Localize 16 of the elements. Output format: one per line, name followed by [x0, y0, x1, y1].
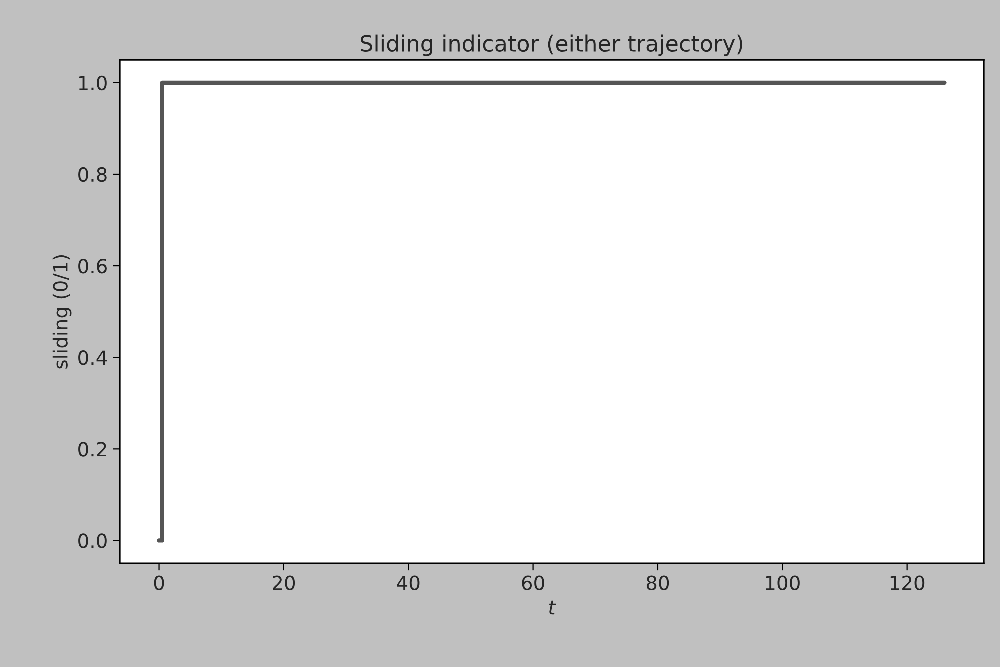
y-tick-label: 1.0 [79, 76, 107, 91]
x-tick-label: 60 [522, 576, 544, 590]
chart-title: Sliding indicator (either trajectory) [361, 34, 743, 56]
x-tick-label: 100 [766, 576, 800, 590]
x-tick-label: 40 [397, 576, 420, 590]
x-tick-label: 0 [154, 576, 164, 590]
y-tick-label: 0.8 [78, 167, 107, 182]
y-tick-label: 0.4 [78, 350, 108, 366]
x-tick-label: 120 [890, 576, 925, 590]
x-tick-label: 80 [646, 576, 670, 590]
y-tick-label: 0.6 [78, 259, 107, 274]
x-tick-label: 20 [273, 576, 296, 590]
y-axis-title: sliding (0/1) [52, 255, 72, 369]
y-tick-label: 0.2 [78, 442, 106, 457]
x-axis-title: t [549, 600, 556, 615]
y-tick-label: 0.0 [78, 534, 107, 548]
